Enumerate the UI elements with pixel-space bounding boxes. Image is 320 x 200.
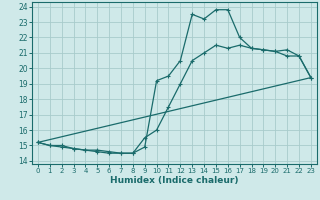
X-axis label: Humidex (Indice chaleur): Humidex (Indice chaleur) <box>110 176 239 185</box>
